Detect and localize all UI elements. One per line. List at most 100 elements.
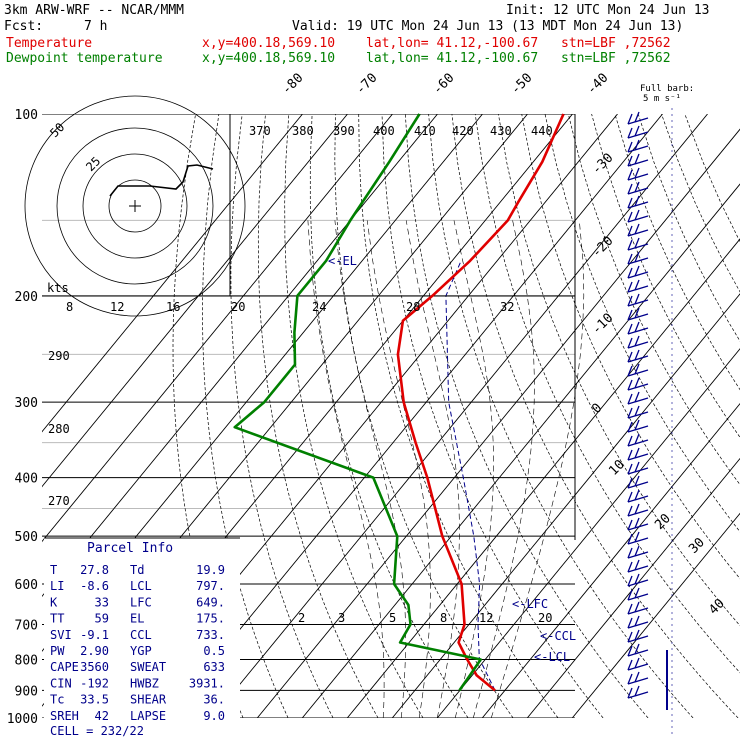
wind-barb	[627, 363, 649, 377]
mixing-ratio-label: 5	[389, 611, 396, 625]
pressure-tick: 800	[15, 653, 38, 668]
parcel-row-label: CAPE	[50, 660, 79, 674]
hodo-speed-label: 28	[406, 300, 420, 314]
level-marker: <-LCL	[534, 650, 570, 664]
isotherm-label: -50	[508, 71, 535, 98]
wind-barb	[627, 433, 649, 447]
wind-barb	[627, 195, 649, 209]
forecast-hour: 7 h	[84, 19, 108, 34]
parcel-row-value: 42	[95, 709, 109, 723]
wind-barb	[627, 587, 649, 601]
wind-barb	[627, 335, 649, 349]
parcel-row-label: CCL	[130, 628, 152, 642]
wind-barb	[627, 209, 649, 223]
moist-adiabat	[490, 220, 585, 718]
legend-xy: x,y=400.18,569.10	[202, 36, 336, 51]
wind-barb	[627, 643, 649, 657]
parcel-row-label: CIN	[50, 676, 72, 690]
parcel-row-value: 633	[203, 660, 225, 674]
parcel-row-value: 0.5	[203, 644, 225, 658]
moist-adiabat	[366, 220, 431, 718]
isotherm-label: -70	[353, 71, 380, 98]
dry-adiabat	[404, 114, 649, 718]
legend-latlon-dew: lat,lon= 41.12,-100.67	[366, 51, 539, 66]
wind-barb	[627, 489, 649, 503]
isotherm	[481, 402, 740, 718]
wind-barb	[627, 517, 649, 531]
theta-label: 440	[531, 124, 553, 138]
wind-barb	[627, 685, 649, 699]
hodo-speed-label: 32	[500, 300, 514, 314]
parcel-row-label: HWBZ	[130, 676, 159, 690]
dry-adiabat	[230, 114, 334, 718]
parcel-row-label: LFC	[130, 595, 152, 609]
wind-barb	[627, 419, 649, 433]
hodo-speed-label: 24	[312, 300, 326, 314]
dry-adiabat	[451, 114, 739, 718]
parcel-info-box: Parcel Info T 27.8 Td 19.9 LI -8.6 LCL 797. K 33 LF…	[44, 537, 240, 738]
wind-barb	[627, 559, 649, 573]
mixing-ratio-label: 20	[538, 611, 552, 625]
parcel-row-label: YGP	[130, 644, 152, 658]
dry-adiabat	[358, 114, 559, 718]
pressure-tick: 400	[15, 472, 38, 487]
model-title: 3km ARW-WRF -- NCAR/MMM	[4, 3, 185, 18]
wind-barb	[627, 531, 649, 545]
theta-label: 290	[48, 349, 70, 363]
pressure-tick: 100	[15, 108, 38, 123]
wind-barb	[627, 475, 649, 489]
pressure-tick: 200	[15, 290, 38, 305]
legend-xy-dew: x,y=400.18,569.10	[202, 51, 336, 66]
hodo-speed-label: 8	[66, 300, 73, 314]
isotherm-label: 0	[589, 401, 605, 417]
dry-adiabat	[284, 114, 424, 718]
parcel-row-label: SWEAT	[130, 660, 166, 674]
parcel-row-value: 175.	[196, 612, 225, 626]
level-marker: <-CCL	[540, 629, 576, 643]
dry-adiabat	[544, 114, 740, 533]
wind-barb	[627, 321, 649, 335]
pressure-tick: 1000	[7, 712, 38, 727]
isotherm	[436, 348, 740, 718]
hodo-ring-label: 25	[83, 154, 103, 174]
valid-time: Valid: 19 UTC Mon 24 Jun 13 (13 MDT Mon …	[292, 19, 684, 34]
wind-barb	[627, 153, 649, 167]
wind-barb	[627, 377, 649, 391]
parcel-row-value: 19.9	[196, 563, 225, 577]
barb-legend-line1: Full barb:	[640, 84, 695, 94]
isotherm	[301, 183, 740, 718]
dry-adiabat	[614, 114, 740, 391]
parcel-row-label: Td	[130, 563, 144, 577]
dry-adiabat	[637, 114, 740, 342]
mixing-ratio-label: 2	[298, 611, 305, 625]
parcel-row-value: 33	[95, 595, 109, 609]
wind-barb	[627, 629, 649, 643]
parcel-row-value: 3931.	[189, 676, 225, 690]
legend-temperature: Temperature	[6, 36, 93, 51]
pressure-tick: 700	[15, 618, 38, 633]
wind-barb	[627, 601, 649, 615]
parcel-row-label: EL	[130, 612, 144, 626]
isotherm-label: 10	[606, 457, 628, 479]
cell-label: CELL = 232/22	[50, 724, 144, 738]
wind-barb	[627, 615, 649, 629]
parcel-row-value: 3560	[80, 660, 109, 674]
dry-adiabat	[591, 114, 740, 438]
parcel-row-label: LAPSE	[130, 709, 166, 723]
moist-adiabat	[453, 220, 494, 718]
isotherm-label: -10	[589, 311, 616, 338]
level-marker: <-LFC	[512, 597, 548, 611]
dry-adiabat	[521, 114, 740, 580]
pressure-tick: 500	[15, 530, 38, 545]
hodo-units: kts	[47, 281, 69, 295]
hodo-ring	[56, 127, 214, 285]
parcel-row-label: SVI	[50, 628, 72, 642]
parcel-row-label: SREH	[50, 709, 79, 723]
isotherm	[166, 114, 663, 718]
wind-barb	[627, 573, 649, 587]
moist-adiabat	[472, 220, 535, 718]
wind-barb	[627, 251, 649, 265]
wind-barb	[627, 307, 649, 321]
wind-barb	[627, 223, 649, 237]
parcel-row-value: 649.	[196, 595, 225, 609]
